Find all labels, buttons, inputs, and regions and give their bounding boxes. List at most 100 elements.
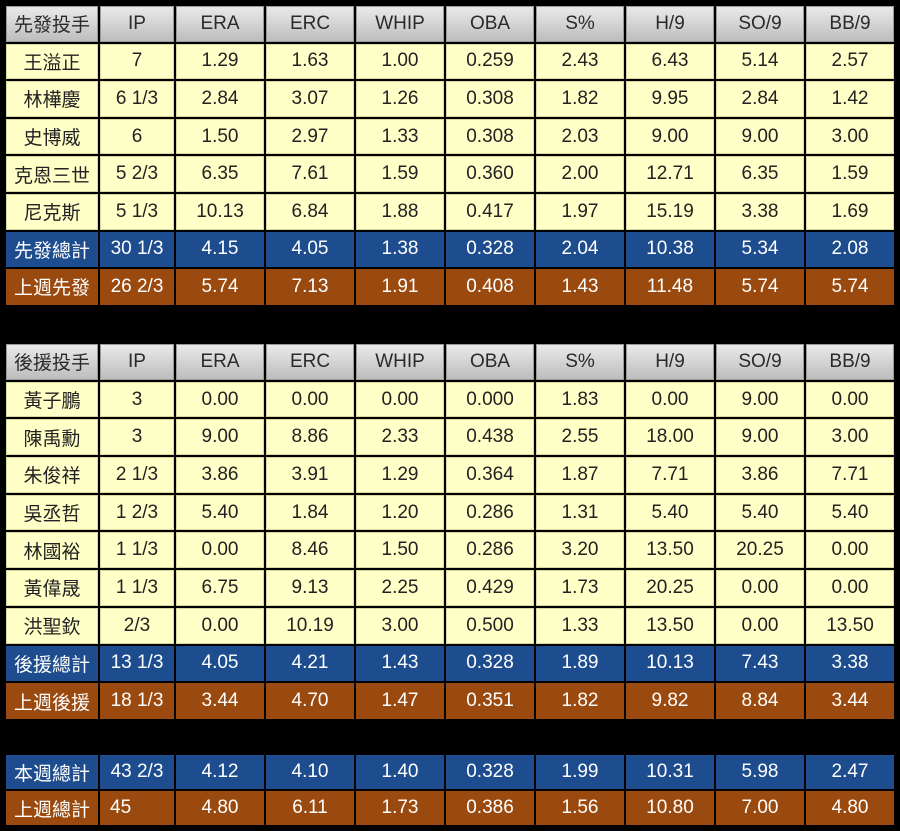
stat-cell: 7.71 [626, 457, 714, 493]
stat-cell: 5.40 [176, 494, 264, 531]
weekly-totals-table: 本週總計 43 2/3 4.12 4.10 1.40 0.328 1.99 10.31 5.98… [4, 753, 896, 827]
stat-cell: 5.40 [626, 494, 714, 531]
column-header: SO/9 [716, 6, 804, 42]
stat-cell: 6.75 [176, 570, 264, 606]
stat-cell: 45 [100, 791, 174, 825]
stat-cell: 3.86 [716, 457, 804, 493]
stat-cell: 0.00 [716, 570, 804, 606]
stat-cell: 20.25 [626, 570, 714, 606]
table-row: 吳丞哲 1 2/3 5.40 1.84 1.20 0.286 1.31 5.40 5.40 5.4… [6, 494, 894, 531]
stat-cell: 43 2/3 [100, 755, 174, 789]
stat-cell: 9.82 [626, 683, 714, 719]
row-label-cell: 上週總計 [6, 791, 98, 825]
relief-pitchers-table: 後援投手 IP ERA ERC WHIP OBA S% H/9 SO/9 BB/9 黃子鵬 3 0.00… [4, 342, 896, 721]
relievers-total-row: 後援總計 13 1/3 4.05 4.21 1.43 0.328 1.89 10.13 7.43… [6, 645, 894, 682]
stat-cell: 3.20 [536, 532, 624, 569]
stat-cell: 1.31 [536, 494, 624, 531]
stat-cell: 2.25 [356, 570, 444, 606]
stat-cell: 4.80 [806, 791, 894, 825]
table-row: 克恩三世 5 2/3 6.35 7.61 1.59 0.360 2.00 12.71 6.35 1… [6, 156, 894, 192]
stat-cell: 1.82 [536, 683, 624, 719]
stat-cell: 6.43 [626, 43, 714, 80]
stat-cell: 30 1/3 [100, 231, 174, 268]
stat-cell: 1 1/3 [100, 570, 174, 606]
stat-cell: 1.42 [806, 81, 894, 117]
stat-cell: 0.328 [446, 755, 534, 789]
stat-cell: 1.89 [536, 645, 624, 682]
stat-cell: 1.97 [536, 193, 624, 230]
stat-cell: 6.11 [266, 791, 354, 825]
stat-cell: 26 2/3 [100, 269, 174, 305]
stat-cell: 1.26 [356, 81, 444, 117]
stat-cell: 6.35 [716, 156, 804, 192]
stat-cell: 9.00 [716, 419, 804, 456]
stat-cell: 18 1/3 [100, 683, 174, 719]
column-header: IP [100, 6, 174, 42]
stat-cell: 0.00 [176, 532, 264, 569]
stat-cell: 1.73 [356, 791, 444, 825]
stat-cell: 3.38 [806, 645, 894, 682]
stat-cell: 2.03 [536, 118, 624, 155]
row-label-cell: 黃偉晟 [6, 570, 98, 606]
stat-cell: 1.59 [356, 156, 444, 192]
stat-cell: 3.00 [356, 607, 444, 644]
stat-cell: 1.38 [356, 231, 444, 268]
stat-cell: 1.59 [806, 156, 894, 192]
stat-cell: 1 1/3 [100, 532, 174, 569]
stat-cell: 4.10 [266, 755, 354, 789]
stat-cell: 0.286 [446, 532, 534, 569]
row-label-cell: 吳丞哲 [6, 494, 98, 531]
stat-cell: 2.97 [266, 118, 354, 155]
stat-cell: 10.19 [266, 607, 354, 644]
row-label-cell: 上週先發 [6, 269, 98, 305]
stat-cell: 0.417 [446, 193, 534, 230]
relievers-last-week-row: 上週後援 18 1/3 3.44 4.70 1.47 0.351 1.82 9.82 8.84 3… [6, 683, 894, 719]
table-row: 林國裕 1 1/3 0.00 8.46 1.50 0.286 3.20 13.50 20.25 0… [6, 532, 894, 569]
column-header: H/9 [626, 344, 714, 380]
stat-cell: 3.38 [716, 193, 804, 230]
column-header: ERA [176, 6, 264, 42]
table-row: 黃子鵬 3 0.00 0.00 0.00 0.000 1.83 0.00 9.00 0.00 [6, 381, 894, 418]
stat-cell: 0.328 [446, 645, 534, 682]
stat-cell: 1.69 [806, 193, 894, 230]
stat-cell: 6.84 [266, 193, 354, 230]
column-header: ERA [176, 344, 264, 380]
stat-cell: 1.29 [356, 457, 444, 493]
stat-cell: 20.25 [716, 532, 804, 569]
stat-cell: 5.74 [716, 269, 804, 305]
stat-cell: 2.57 [806, 43, 894, 80]
stat-cell: 0.00 [356, 381, 444, 418]
stat-cell: 0.328 [446, 231, 534, 268]
stat-cell: 3.44 [806, 683, 894, 719]
stat-cell: 1.87 [536, 457, 624, 493]
stat-cell: 3 [100, 381, 174, 418]
column-header: ERC [266, 344, 354, 380]
starters-last-week-row: 上週先發 26 2/3 5.74 7.13 1.91 0.408 1.43 11.48 5.74… [6, 269, 894, 305]
stat-cell: 1.84 [266, 494, 354, 531]
stat-cell: 5.74 [176, 269, 264, 305]
stat-cell: 1.29 [176, 43, 264, 80]
table-row: 王溢正 7 1.29 1.63 1.00 0.259 2.43 6.43 5.14 2.57 [6, 43, 894, 80]
stat-cell: 0.00 [806, 570, 894, 606]
column-header: OBA [446, 6, 534, 42]
stat-cell: 10.13 [626, 645, 714, 682]
column-header: S% [536, 344, 624, 380]
header-cell: 先發投手 [6, 6, 98, 42]
stat-cell: 10.13 [176, 193, 264, 230]
stat-cell: 18.00 [626, 419, 714, 456]
stat-cell: 0.259 [446, 43, 534, 80]
stat-cell: 1.63 [266, 43, 354, 80]
stat-cell: 1.50 [356, 532, 444, 569]
stat-cell: 0.00 [806, 532, 894, 569]
stat-cell: 9.13 [266, 570, 354, 606]
table-row: 林樺慶 6 1/3 2.84 3.07 1.26 0.308 1.82 9.95 2.84 1.4… [6, 81, 894, 117]
starting-pitchers-table: 先發投手 IP ERA ERC WHIP OBA S% H/9 SO/9 BB/9 王溢正 7 1.29… [4, 4, 896, 307]
stat-cell: 0.00 [806, 381, 894, 418]
row-label-cell: 朱俊祥 [6, 457, 98, 493]
stat-cell: 5.40 [806, 494, 894, 531]
column-header: ERC [266, 6, 354, 42]
stat-cell: 15.19 [626, 193, 714, 230]
stat-cell: 8.86 [266, 419, 354, 456]
stat-cell: 2.84 [176, 81, 264, 117]
header-cell: 後援投手 [6, 344, 98, 380]
